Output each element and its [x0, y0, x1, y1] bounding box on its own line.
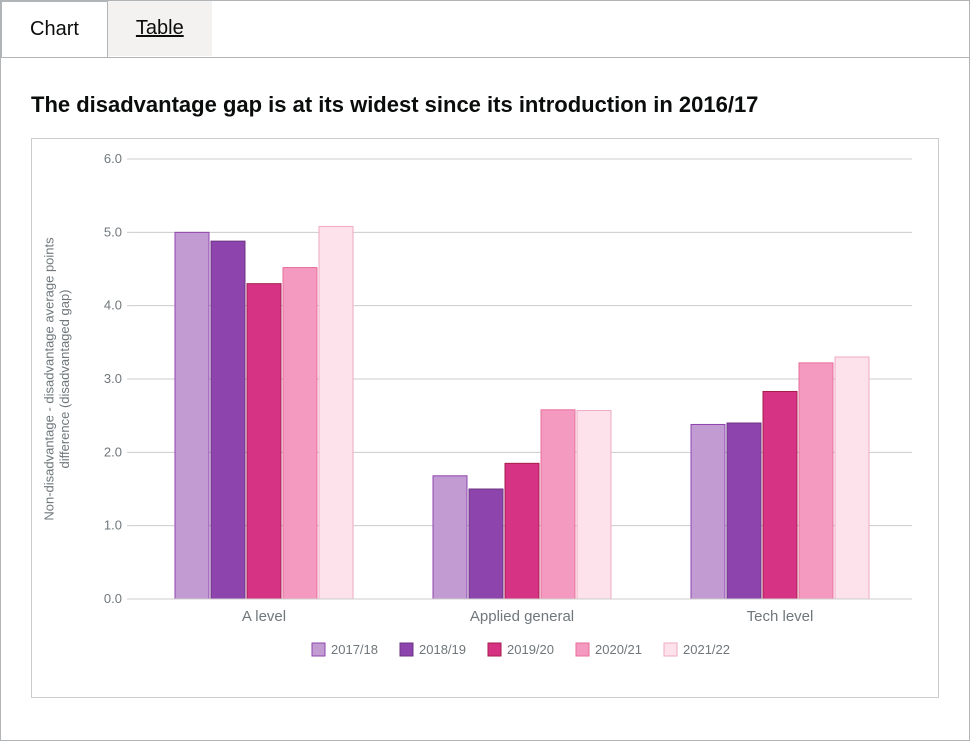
- tab-table[interactable]: Table: [108, 1, 212, 56]
- svg-text:A level: A level: [242, 608, 286, 625]
- legend-swatch: [400, 643, 413, 656]
- svg-text:4.0: 4.0: [104, 298, 122, 313]
- bar: [433, 476, 467, 599]
- legend-label: 2020/21: [595, 642, 642, 657]
- legend-swatch: [664, 643, 677, 656]
- bar: [469, 489, 503, 599]
- legend-swatch: [312, 643, 325, 656]
- legend-swatch: [576, 643, 589, 656]
- bar: [763, 391, 797, 599]
- bar: [799, 363, 833, 599]
- chart-container: 0.0 1.0 2.0 3.0 4.0 5.0 6.0 A level Applied gene…: [31, 138, 939, 698]
- bar: [577, 411, 611, 599]
- svg-text:Tech level: Tech level: [747, 608, 814, 625]
- svg-text:0.0: 0.0: [104, 591, 122, 606]
- legend-label: 2019/20: [507, 642, 554, 657]
- legend-swatch: [488, 643, 501, 656]
- bar: [319, 226, 353, 599]
- legend-label: 2021/22: [683, 642, 730, 657]
- tab-bar: Chart Table: [1, 1, 212, 56]
- legend-label: 2018/19: [419, 642, 466, 657]
- chart-panel: The disadvantage gap is at its widest si…: [1, 57, 969, 740]
- bar: [835, 357, 869, 599]
- bar: [505, 463, 539, 599]
- bar: [211, 241, 245, 599]
- bar-chart: 0.0 1.0 2.0 3.0 4.0 5.0 6.0 A level Applied gene…: [32, 139, 937, 697]
- bar: [247, 284, 281, 599]
- bar: [175, 232, 209, 599]
- svg-text:6.0: 6.0: [104, 151, 122, 166]
- bar: [691, 424, 725, 599]
- svg-text:Non-disadvantage - disadvantag: Non-disadvantage - disadvantage average …: [42, 237, 73, 521]
- svg-text:5.0: 5.0: [104, 224, 122, 239]
- chart-title: The disadvantage gap is at its widest si…: [31, 92, 939, 118]
- svg-text:2.0: 2.0: [104, 444, 122, 459]
- bar: [283, 268, 317, 599]
- app-frame: Chart Table The disadvantage gap is at i…: [0, 0, 970, 741]
- svg-text:1.0: 1.0: [104, 518, 122, 533]
- tab-chart[interactable]: Chart: [1, 1, 108, 57]
- bar: [541, 410, 575, 599]
- legend-label: 2017/18: [331, 642, 378, 657]
- bar: [727, 423, 761, 599]
- svg-text:Applied general: Applied general: [470, 608, 574, 625]
- svg-text:3.0: 3.0: [104, 371, 122, 386]
